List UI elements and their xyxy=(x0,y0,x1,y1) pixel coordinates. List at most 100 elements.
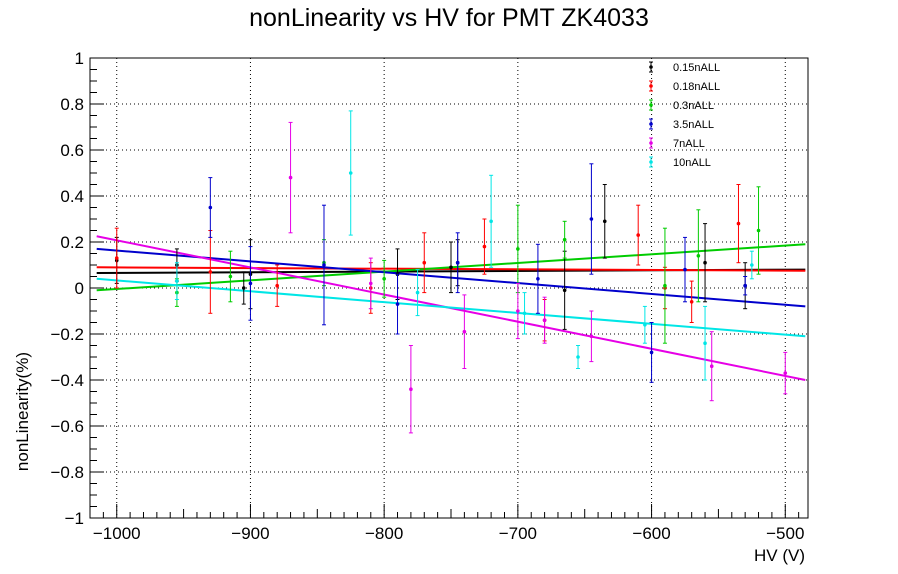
y-axis-label: nonLinearity(%) xyxy=(13,352,32,471)
point-marker xyxy=(516,247,520,251)
data-point xyxy=(743,276,748,296)
data-point xyxy=(348,110,353,236)
grid xyxy=(90,57,808,519)
y-tick-label: −0.4 xyxy=(50,371,84,390)
y-tick-label: 0.8 xyxy=(60,95,84,114)
data-point xyxy=(562,220,567,259)
data-point xyxy=(395,273,400,335)
data-point xyxy=(482,218,487,275)
point-marker xyxy=(756,228,761,233)
point-marker xyxy=(114,256,119,260)
data-point xyxy=(736,184,741,264)
point-marker xyxy=(482,244,487,249)
point-marker xyxy=(228,274,233,279)
x-tick-label: −600 xyxy=(632,524,670,543)
data-point xyxy=(589,310,594,363)
point-marker xyxy=(422,260,427,265)
data-point xyxy=(749,250,754,280)
point-marker xyxy=(208,270,213,274)
data-point xyxy=(696,209,701,303)
legend: 0.15nALL 0.18nALL 0.3nALL 3.5nALL 7nALL 10nAL… xyxy=(649,61,720,169)
chart-title: nonLinearity vs HV for PMT ZK4033 xyxy=(249,4,649,32)
point-marker xyxy=(542,318,547,323)
y-tick-label: −0.8 xyxy=(50,463,84,482)
point-marker xyxy=(395,302,400,306)
legend-label: 10nALL xyxy=(673,157,711,169)
legend-marker xyxy=(649,103,653,107)
point-marker xyxy=(368,281,373,286)
data-point xyxy=(321,204,326,326)
point-marker xyxy=(689,300,694,304)
point-marker xyxy=(636,233,640,237)
data-point xyxy=(114,227,119,289)
point-marker xyxy=(288,175,293,180)
point-marker xyxy=(589,217,594,221)
point-marker xyxy=(649,350,654,355)
point-marker xyxy=(663,283,667,288)
point-marker xyxy=(322,263,326,267)
legend-marker xyxy=(649,141,653,145)
point-marker xyxy=(248,281,253,286)
point-marker xyxy=(449,265,453,270)
point-marker xyxy=(275,283,279,288)
y-tick-label: −1 xyxy=(65,509,84,528)
data-point xyxy=(208,230,213,314)
point-marker xyxy=(683,267,687,272)
x-tick-label: −900 xyxy=(231,524,269,543)
point-marker xyxy=(562,237,567,242)
point-marker xyxy=(455,260,460,265)
point-marker xyxy=(696,254,701,258)
legend-label: 0.18nALL xyxy=(673,81,720,93)
legend-label: 0.15nALL xyxy=(673,62,720,74)
legend-entry: 0.15nALL xyxy=(649,61,720,74)
legend-marker xyxy=(649,84,653,88)
data-point xyxy=(703,305,708,381)
data-point xyxy=(689,280,694,323)
data-point xyxy=(515,282,520,340)
data-point xyxy=(783,351,788,395)
data-point xyxy=(709,331,714,402)
y-tick-label: 0.4 xyxy=(60,187,84,206)
legend-marker xyxy=(649,160,653,164)
data-point xyxy=(208,177,213,238)
data-point xyxy=(649,322,654,383)
point-marker xyxy=(241,286,246,290)
legend-entry: 3.5nALL xyxy=(649,118,714,131)
data-point xyxy=(682,236,687,303)
point-marker xyxy=(709,364,714,369)
data-point xyxy=(515,204,520,294)
data-point xyxy=(703,223,708,303)
legend-label: 7nALL xyxy=(673,138,705,150)
data-point xyxy=(462,294,467,369)
data-point xyxy=(522,292,527,335)
point-marker xyxy=(516,309,520,313)
point-marker xyxy=(536,277,540,281)
x-tick-label: −1000 xyxy=(93,524,141,543)
data-point xyxy=(288,121,293,234)
y-tick-label: 1 xyxy=(75,49,84,68)
point-marker xyxy=(382,277,386,281)
data-point xyxy=(642,305,647,344)
data-point xyxy=(408,345,413,434)
legend-marker xyxy=(649,65,653,69)
point-marker xyxy=(522,311,527,316)
y-tick-label: −0.6 xyxy=(50,417,84,436)
data-point xyxy=(174,262,179,300)
legend-marker xyxy=(649,122,653,126)
legend-entry: 0.3nALL xyxy=(649,99,714,112)
data-point xyxy=(228,250,233,303)
point-marker xyxy=(703,341,707,346)
y-tick-label: 0.2 xyxy=(60,233,84,252)
legend-entry: 10nALL xyxy=(649,156,711,169)
y-tick-label: 0 xyxy=(75,279,84,298)
point-marker xyxy=(348,171,353,175)
x-tick-label: −500 xyxy=(766,524,804,543)
point-marker xyxy=(462,329,467,334)
data-point xyxy=(241,271,246,305)
data-point xyxy=(662,227,667,344)
point-marker xyxy=(489,219,493,224)
point-marker xyxy=(703,260,707,265)
fit-line xyxy=(96,277,806,338)
data-point xyxy=(248,246,253,321)
data-point xyxy=(542,296,547,344)
